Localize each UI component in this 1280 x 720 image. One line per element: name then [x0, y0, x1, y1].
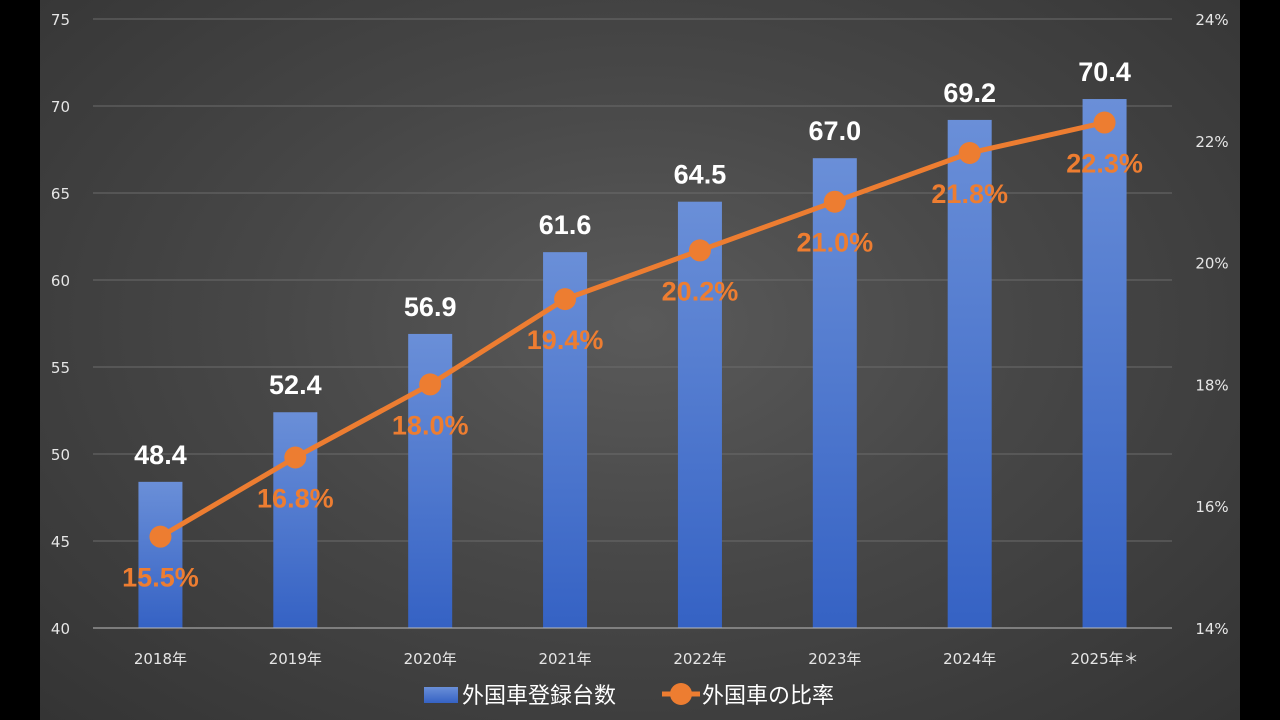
line-point — [1093, 111, 1116, 134]
line-value-label: 19.4% — [527, 325, 604, 355]
x-tick-label: 2025年＊ — [1070, 650, 1138, 668]
line-path — [157, 120, 1108, 540]
y-right-tick-label: 20% — [1195, 255, 1228, 273]
y-left-tick-label: 60 — [51, 272, 70, 290]
line-point — [149, 525, 172, 548]
data-labels: 48.4 52.4 56.9 61.6 64.5 67.0 69.2 70.4 15.5% 16.… — [122, 57, 1143, 593]
line-point — [554, 288, 577, 311]
bar-value-label: 69.2 — [943, 78, 996, 108]
line-point — [688, 239, 711, 262]
line-series — [149, 111, 1116, 548]
line-value-label: 16.8% — [257, 483, 334, 513]
legend-line-marker — [670, 683, 692, 705]
y-right-tick-label: 16% — [1195, 498, 1228, 516]
y-left-tick-label: 40 — [51, 620, 70, 638]
line-value-label: 15.5% — [122, 563, 199, 593]
y-left-tick-label: 50 — [51, 446, 70, 464]
y-right-tick-label: 24% — [1195, 11, 1228, 29]
line-point — [958, 141, 981, 164]
bar — [138, 481, 183, 628]
x-tick-label: 2023年 — [808, 650, 861, 668]
x-tick-label: 2018年 — [134, 650, 187, 668]
bar — [1082, 99, 1127, 629]
legend-line-label: 外国車の比率 — [702, 684, 834, 709]
bar — [947, 119, 992, 629]
x-tick-label: 2019年 — [269, 650, 322, 668]
axes: 40 45 50 55 60 65 70 75 14% 16% 18% 20% 22% 24% 2018年 2… — [51, 11, 1229, 668]
line-point — [419, 373, 442, 396]
combo-chart: 48.4 52.4 56.9 61.6 64.5 67.0 69.2 70.4 15.5% 16.… — [51, 11, 1229, 709]
x-tick-label: 2022年 — [673, 650, 726, 668]
chart-panel: 48.4 52.4 56.9 61.6 64.5 67.0 69.2 70.4 15.5% 16.… — [40, 0, 1240, 720]
y-left-tick-label: 45 — [51, 533, 70, 551]
line-value-label: 21.8% — [931, 179, 1008, 209]
y-right-tick-label: 18% — [1195, 376, 1228, 394]
line-value-label: 22.3% — [1066, 149, 1143, 179]
legend-bar-label: 外国車登録台数 — [462, 684, 616, 709]
line-value-label: 21.0% — [797, 228, 874, 258]
line-value-label: 18.0% — [392, 410, 469, 440]
x-tick-label: 2021年 — [538, 650, 591, 668]
y-right-tick-label: 22% — [1195, 133, 1228, 151]
y-left-tick-label: 55 — [51, 359, 70, 377]
legend-bar-swatch — [424, 687, 458, 703]
y-left-tick-label: 70 — [51, 98, 70, 116]
bar — [812, 158, 857, 628]
bar-value-label: 61.6 — [539, 210, 592, 240]
gridlines — [93, 18, 1172, 629]
bar-series — [138, 99, 1127, 629]
bar-value-label: 67.0 — [809, 116, 862, 146]
bar — [677, 201, 722, 628]
bar — [543, 252, 588, 628]
x-tick-label: 2020年 — [404, 650, 457, 668]
x-tick-label: 2024年 — [943, 650, 996, 668]
bar-value-label: 56.9 — [404, 292, 457, 322]
bar-value-label: 52.4 — [269, 370, 322, 400]
legend: 外国車登録台数 外国車の比率 — [424, 683, 834, 709]
bar — [273, 412, 318, 628]
line-value-label: 20.2% — [662, 276, 739, 306]
y-left-tick-label: 65 — [51, 185, 70, 203]
bar-value-label: 64.5 — [674, 160, 727, 190]
y-left-tick-label: 75 — [51, 11, 70, 29]
y-right-tick-label: 14% — [1195, 620, 1228, 638]
bar-value-label: 70.4 — [1078, 57, 1131, 87]
line-point — [284, 446, 307, 469]
line-point — [823, 190, 846, 213]
bar-value-label: 48.4 — [134, 440, 187, 470]
